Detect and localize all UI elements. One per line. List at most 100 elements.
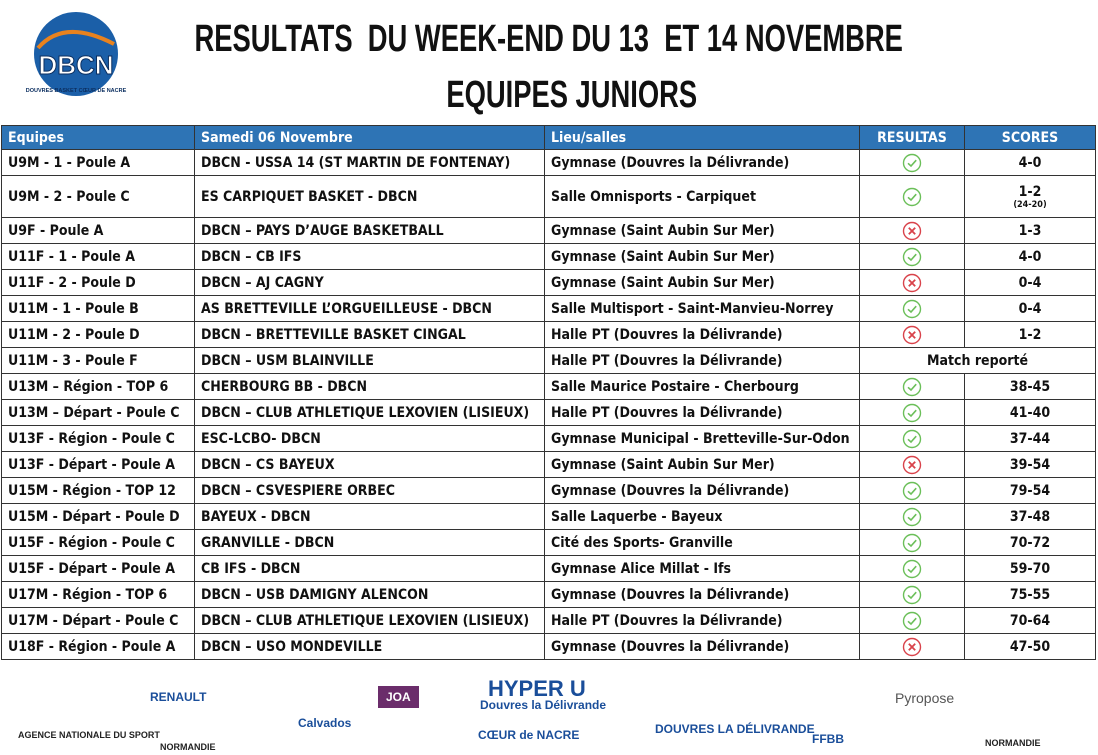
score: 70-64 — [1009, 612, 1051, 629]
score: 75-55 — [1009, 586, 1051, 603]
venue: Halle PT (Douvres la Délivrande) — [544, 347, 860, 374]
logo-wave — [36, 30, 115, 50]
results-table: Equipes Samedi 06 Novembre Lieu/salles RESU… — [1, 125, 1096, 660]
team: U13F - Départ - Poule A — [1, 451, 195, 478]
score: 79-54 — [1009, 482, 1051, 499]
score: 39-54 — [1009, 456, 1051, 473]
team: U15F - Départ - Poule A — [1, 555, 195, 582]
venue: Gymnase (Saint Aubin Sur Mer) — [544, 243, 860, 270]
score-cell: 59-70 — [964, 555, 1096, 582]
table-row: U11M - 2 - Poule D DBCN – BRETTEVILLE BAS… — [1, 321, 1096, 348]
table-row: U9M - 2 - Poule C ES CARPIQUET BASKET - D… — [1, 175, 1096, 218]
venue: Gymnase (Saint Aubin Sur Mer) — [544, 217, 860, 244]
subtitle: EQUIPES JUNIORS — [446, 74, 698, 116]
match: BAYEUX - DBCN — [194, 503, 545, 530]
score-cell: 1-2 (24-20) — [964, 175, 1096, 218]
table-row: U17M - Départ - Poule C DBCN – CLUB ATHLE… — [1, 607, 1096, 634]
sponsor: Douvres la Délivrande — [480, 698, 607, 712]
result-icon — [902, 273, 922, 292]
score: 4-0 — [1018, 154, 1042, 171]
result-icon — [902, 455, 922, 474]
result — [859, 503, 965, 530]
sponsor: RENAULT — [150, 690, 207, 704]
table-row: U11F - 2 - Poule D DBCN – AJ CAGNY Gymnase… — [1, 269, 1096, 296]
match: DBCN – BRETTEVILLE BASKET CINGAL — [194, 321, 545, 348]
score-cell: 1-2 — [964, 321, 1096, 348]
sponsor: HYPER U — [488, 676, 586, 701]
logo-tagline: DOUVRES BASKET CŒUR DE NACRE — [26, 88, 127, 94]
team: U11M - 3 - Poule F — [1, 347, 195, 374]
match: DBCN - USSA 14 (ST MARTIN DE FONTENAY) — [194, 149, 545, 176]
team: U17M - Départ - Poule C — [1, 607, 195, 634]
table-row: U13F - Région - Poule C ESC-LCBO- DBCN Gym… — [1, 425, 1096, 452]
score-cell: 4-0 — [964, 243, 1096, 270]
match: CHERBOURG BB - DBCN — [194, 373, 545, 400]
score-cell: 4-0 — [964, 149, 1096, 176]
score-cell: 0-4 — [964, 295, 1096, 322]
column-header: Lieu/salles — [544, 125, 860, 150]
venue: Halle PT (Douvres la Délivrande) — [544, 321, 860, 348]
score: 41-40 — [1009, 404, 1051, 421]
result-icon — [902, 637, 922, 656]
score-cell: 41-40 — [964, 399, 1096, 426]
result-icon — [902, 325, 922, 344]
result — [859, 149, 965, 176]
score: 4-0 — [1018, 248, 1042, 265]
sponsor: Calvados — [298, 716, 352, 730]
result-icon — [902, 221, 922, 240]
table-row: U15M - Région - TOP 12 DBCN – CSVESPIERE … — [1, 477, 1096, 504]
score-cell: 37-44 — [964, 425, 1096, 452]
venue: Salle Maurice Postaire - Cherbourg — [544, 373, 860, 400]
result — [859, 607, 965, 634]
result-icon — [902, 377, 922, 396]
team: U11M - 1 - Poule B — [1, 295, 195, 322]
score: 47-50 — [1009, 638, 1051, 655]
result-icon — [902, 559, 922, 578]
score: 70-72 — [1009, 534, 1051, 551]
team: U15M - Région - TOP 12 — [1, 477, 195, 504]
sponsor: JOA — [378, 686, 419, 708]
score: 1-3 — [1018, 222, 1042, 239]
score-cell: 0-4 — [964, 269, 1096, 296]
venue: Gymnase (Douvres la Délivrande) — [544, 149, 860, 176]
result-icon — [902, 403, 922, 422]
note: Match reporté — [859, 347, 1096, 374]
result-icon — [902, 299, 922, 318]
venue: Salle Omnisports - Carpiquet — [544, 175, 860, 218]
venue: Halle PT (Douvres la Délivrande) — [544, 399, 860, 426]
venue: Gymnase (Douvres la Délivrande) — [544, 581, 860, 608]
result — [859, 633, 965, 660]
result — [859, 425, 965, 452]
logo: DBCN DOUVRES BASKET CŒUR DE NACRE — [26, 12, 127, 96]
result-icon — [902, 481, 922, 500]
table-row: U13M – Région - TOP 6 CHERBOURG BB - DBCN… — [1, 373, 1096, 400]
team: U11M - 2 - Poule D — [1, 321, 195, 348]
venue: Halle PT (Douvres la Délivrande) — [544, 607, 860, 634]
result — [859, 555, 965, 582]
result — [859, 373, 965, 400]
team: U9M - 2 - Poule C — [1, 175, 195, 218]
venue: Gymnase (Douvres la Délivrande) — [544, 477, 860, 504]
match: GRANVILLE - DBCN — [194, 529, 545, 556]
team: U15F - Région - Poule C — [1, 529, 195, 556]
result — [859, 217, 965, 244]
result — [859, 581, 965, 608]
venue: Gymnase (Saint Aubin Sur Mer) — [544, 269, 860, 296]
logo-name: DBCN — [38, 50, 113, 80]
score: 1-2 — [1018, 326, 1042, 343]
result — [859, 295, 965, 322]
score-cell: 79-54 — [964, 477, 1096, 504]
column-header: RESULTAS — [859, 125, 965, 150]
team: U15M - Départ - Poule D — [1, 503, 195, 530]
sponsor: CŒUR de NACRE — [478, 728, 580, 742]
result — [859, 269, 965, 296]
match: DBCN – CLUB ATHLETIQUE LEXOVIEN (LISIEUX… — [194, 399, 545, 426]
match: DBCN – USB DAMIGNY ALENCON — [194, 581, 545, 608]
match: CB IFS - DBCN — [194, 555, 545, 582]
score: 37-44 — [1009, 430, 1051, 447]
venue: Gymnase Alice Millat - Ifs — [544, 555, 860, 582]
column-header: Equipes — [1, 125, 195, 150]
team: U11F - 2 - Poule D — [1, 269, 195, 296]
score: 0-4 — [1018, 300, 1042, 317]
